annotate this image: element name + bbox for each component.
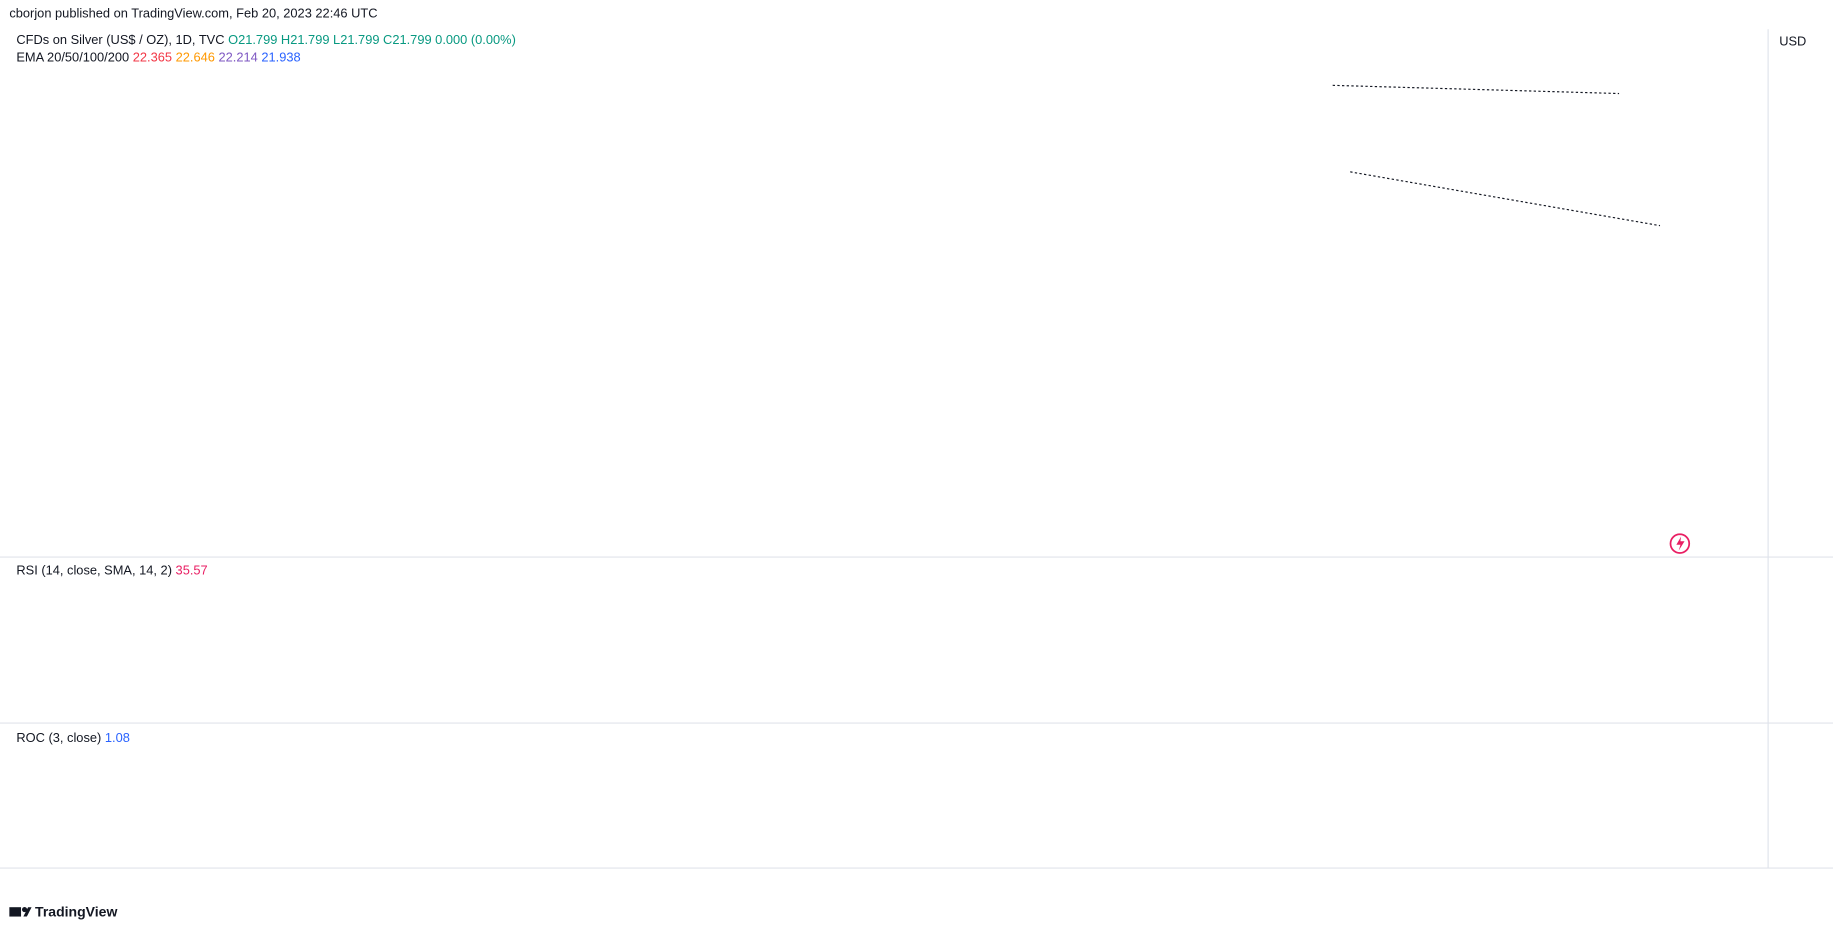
roc-legend: ROC (3, close) 1.08 [16, 730, 130, 745]
trendline [1332, 84, 1620, 95]
logo-mark [23, 907, 32, 917]
alert-icon[interactable] [1669, 533, 1691, 554]
rsi-legend: RSI (14, close, SMA, 14, 2) 35.57 [16, 563, 207, 578]
ema-value: 22.646 [176, 50, 215, 65]
indicator: EMA 20/50/100/200 [16, 50, 129, 65]
publish-header: cborjon published on TradingView.com, Fe… [9, 5, 377, 20]
roc-title: ROC (3, close) [16, 730, 101, 745]
logo [9, 906, 32, 917]
ema-value: 22.214 [219, 50, 258, 65]
trendline [1350, 171, 1661, 227]
roc-value: 1.08 [105, 730, 130, 745]
ohlc: O21.799 H21.799 L21.799 C21.799 0.000 (0… [228, 32, 516, 47]
alert-icon-bolt [1676, 536, 1685, 551]
rsi-title: RSI (14, close, SMA, 14, 2) [16, 563, 172, 578]
rsi-value: 35.57 [176, 563, 208, 578]
symbol-legend: CFDs on Silver (US$ / OZ), 1D, TVC O21.7… [16, 32, 516, 47]
ema-value: 21.938 [261, 50, 300, 65]
ema-value: 22.365 [133, 50, 172, 65]
footer-brand: TradingView [35, 904, 117, 920]
symbol: CFDs on Silver (US$ / OZ), 1D, TVC [16, 32, 224, 47]
logo-mark [21, 906, 28, 913]
currency: USD [1779, 33, 1806, 48]
ema-legend: EMA 20/50/100/200 22.365 22.646 22.214 2… [16, 50, 300, 65]
logo-mark [9, 907, 22, 917]
